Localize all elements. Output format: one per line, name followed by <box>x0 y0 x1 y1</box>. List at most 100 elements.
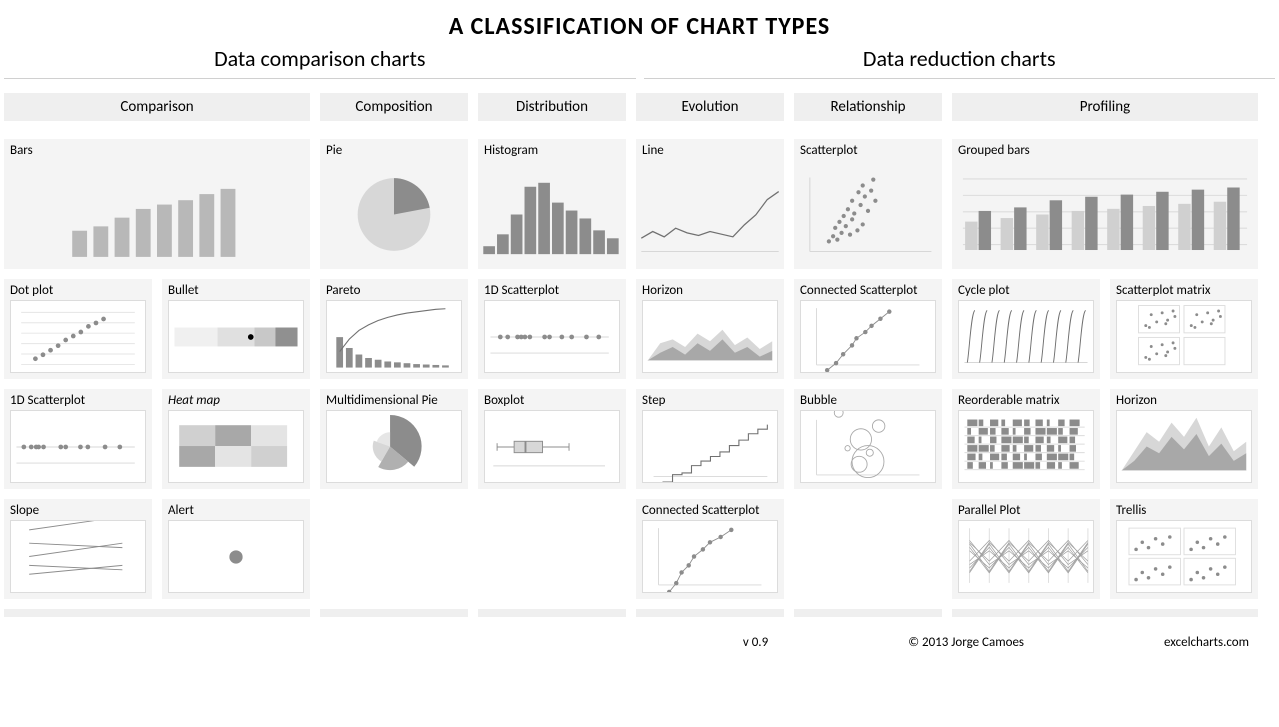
chart-thumb <box>800 300 936 373</box>
chart-label: Connected Scatterplot <box>636 499 784 520</box>
chart-label: Bullet <box>162 279 310 300</box>
chart-label: Bubble <box>794 389 942 410</box>
chart-thumb <box>642 410 778 483</box>
site-text: excelcharts.com <box>1164 635 1249 650</box>
chart-label: Cycle plot <box>952 279 1100 300</box>
chart-cell: Pareto <box>320 279 468 379</box>
super-category: Data comparison charts <box>4 45 636 79</box>
chart-label: Parallel Plot <box>952 499 1100 520</box>
chart-label: Dot plot <box>4 279 152 300</box>
chart-cell: Dot plot <box>4 279 152 379</box>
chart-thumb <box>320 160 468 269</box>
chart-thumb <box>168 300 304 373</box>
bottom-strip <box>794 609 942 617</box>
chart-thumb <box>958 410 1094 483</box>
chart-cell: Boxplot <box>478 389 626 489</box>
chart-thumb <box>958 300 1094 373</box>
chart-cell: Scatterplot matrix <box>1110 279 1258 379</box>
chart-thumb <box>642 520 778 593</box>
chart-cell: Heat map <box>162 389 310 489</box>
chart-thumb <box>1116 520 1252 593</box>
chart-label: 1D Scatterplot <box>478 279 626 300</box>
chart-cell: Connected Scatterplot <box>794 279 942 379</box>
chart-cell: Bars <box>4 139 310 269</box>
category-header: Relationship <box>794 93 942 121</box>
chart-label: 1D Scatterplot <box>4 389 152 410</box>
chart-thumb <box>958 520 1094 593</box>
chart-thumb <box>1116 300 1252 373</box>
chart-label: Connected Scatterplot <box>794 279 942 300</box>
chart-label: Slope <box>4 499 152 520</box>
chart-label: Grouped bars <box>952 139 1258 160</box>
bottom-strip <box>320 609 468 617</box>
chart-cell: Slope <box>4 499 152 599</box>
chart-cell: Horizon <box>636 279 784 379</box>
chart-thumb <box>952 160 1258 269</box>
chart-cell: Horizon <box>1110 389 1258 489</box>
chart-cell: Multidimensional Pie <box>320 389 468 489</box>
chart-cell: Cycle plot <box>952 279 1100 379</box>
chart-thumb <box>10 300 146 373</box>
chart-label: Pie <box>320 139 468 160</box>
chart-thumb <box>484 410 620 483</box>
chart-cell: Trellis <box>1110 499 1258 599</box>
super-category-row: Data comparison charts Data reduction ch… <box>0 45 1279 79</box>
chart-thumb <box>636 160 784 269</box>
copyright-text: © 2013 Jorge Camoes <box>908 635 1024 650</box>
chart-cell: Line <box>636 139 784 269</box>
chart-label: Histogram <box>478 139 626 160</box>
chart-cell: Bubble <box>794 389 942 489</box>
chart-label: Multidimensional Pie <box>320 389 468 410</box>
chart-thumb <box>1116 410 1252 483</box>
bottom-strip <box>478 609 626 617</box>
page-title: A CLASSIFICATION OF CHART TYPES <box>0 0 1279 45</box>
chart-thumb <box>168 410 304 483</box>
bottom-strip <box>952 609 1258 617</box>
chart-cell: 1D Scatterplot <box>4 389 152 489</box>
footer: v 0.9 © 2013 Jorge Camoes excelcharts.co… <box>0 617 1279 658</box>
chart-thumb <box>10 520 146 593</box>
chart-cell: Alert <box>162 499 310 599</box>
super-category: Data reduction charts <box>644 45 1276 79</box>
bottom-strips <box>0 609 1279 617</box>
category-header-row: Comparison Composition Distribution Evoluti… <box>0 93 1279 121</box>
chart-cell: Pie <box>320 139 468 269</box>
chart-label: Scatterplot matrix <box>1110 279 1258 300</box>
chart-label: Bars <box>4 139 310 160</box>
chart-cell: Scatterplot <box>794 139 942 269</box>
chart-label: Scatterplot <box>794 139 942 160</box>
chart-thumb <box>326 410 462 483</box>
bottom-strip <box>4 609 310 617</box>
chart-thumb <box>4 160 310 269</box>
chart-label: Horizon <box>636 279 784 300</box>
chart-cell: Grouped bars <box>952 139 1258 269</box>
chart-label: Step <box>636 389 784 410</box>
chart-cell: 1D Scatterplot <box>478 279 626 379</box>
chart-grid: Bars Dot plot Bullet 1D Scatterplot Heat map… <box>0 139 1279 599</box>
chart-cell: Histogram <box>478 139 626 269</box>
category-header: Composition <box>320 93 468 121</box>
chart-cell: Reorderable matrix <box>952 389 1100 489</box>
chart-thumb <box>326 300 462 373</box>
chart-cell: Step <box>636 389 784 489</box>
chart-cell: Parallel Plot <box>952 499 1100 599</box>
chart-label: Pareto <box>320 279 468 300</box>
category-header: Profiling <box>952 93 1258 121</box>
chart-label: Heat map <box>162 389 310 410</box>
chart-label: Horizon <box>1110 389 1258 410</box>
chart-thumb <box>794 160 942 269</box>
chart-label: Trellis <box>1110 499 1258 520</box>
bottom-strip <box>636 609 784 617</box>
chart-label: Alert <box>162 499 310 520</box>
chart-thumb <box>168 520 304 593</box>
chart-thumb <box>484 300 620 373</box>
chart-cell: Bullet <box>162 279 310 379</box>
category-header: Comparison <box>4 93 310 121</box>
chart-thumb <box>478 160 626 269</box>
chart-label: Line <box>636 139 784 160</box>
category-header: Distribution <box>478 93 626 121</box>
category-header: Evolution <box>636 93 784 121</box>
chart-thumb <box>642 300 778 373</box>
chart-label: Boxplot <box>478 389 626 410</box>
chart-thumb <box>800 410 936 483</box>
